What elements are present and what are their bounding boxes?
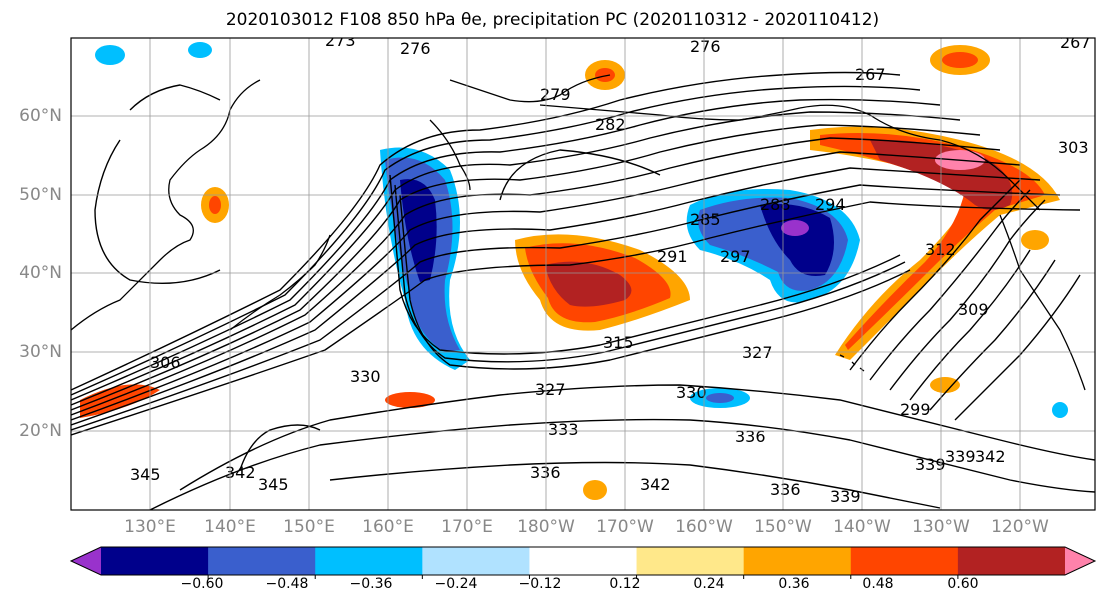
contour-label: 294 (815, 195, 846, 214)
graticule (71, 38, 1095, 510)
contour-label: 288 (760, 195, 791, 214)
colorbar-swatch (957, 547, 1066, 575)
contour-label: 285 (690, 210, 721, 229)
neg-blob2-peak (781, 220, 809, 236)
lon-label: 140°E (204, 517, 256, 537)
colorbar-extend-max (1065, 547, 1095, 575)
lon-label: 140°W (833, 517, 891, 537)
patch-10 (706, 393, 734, 403)
contour-label-group: 273 276 276 267 267 279 282 285 288 294 … (130, 31, 1091, 506)
japan (229, 234, 331, 331)
alaska-coast (799, 104, 1041, 211)
contour-label: 342 (975, 447, 1006, 466)
patch-14 (95, 45, 125, 65)
contour-label: 306 (150, 353, 181, 372)
contour-label: 291 (657, 247, 688, 266)
lon-label: 160°E (362, 517, 414, 537)
colorbar-tick-label: 0.60 (947, 576, 979, 592)
colorbar-swatch (529, 547, 638, 575)
bering-coast (449, 74, 611, 103)
colorbar-outline (69, 546, 1097, 576)
colorbar-swatch (850, 547, 959, 575)
contour-label: 282 (595, 115, 626, 134)
contour-label: 342 (640, 475, 671, 494)
lon-label: 170°E (441, 517, 493, 537)
lat-label: 60°N (19, 106, 62, 126)
contour-label: 267 (855, 65, 886, 84)
lat-label: 50°N (19, 185, 62, 205)
contour-label: 327 (535, 380, 566, 399)
contour-label: 309 (958, 300, 989, 319)
colorbar-swatch (208, 547, 316, 575)
colorbar-tick-label: −0.12 (518, 576, 562, 592)
lat-label: 30°N (19, 342, 62, 362)
colorbar-tick-label: −0.60 (180, 576, 224, 592)
colorbar-tick-label: 0.48 (862, 576, 894, 592)
lat-label: 20°N (19, 421, 62, 441)
contour-label: 336 (770, 480, 801, 499)
patch-8 (385, 392, 435, 408)
contour-label: 339 (945, 447, 976, 466)
patch-6 (209, 196, 221, 214)
lon-label: 160°W (675, 517, 733, 537)
contour-label: 297 (720, 247, 751, 266)
patch-16 (1052, 402, 1068, 418)
patch-2 (595, 68, 615, 82)
contour-label: 345 (258, 475, 289, 494)
contour-label: 273 (325, 31, 356, 50)
contour-label: 299 (900, 400, 931, 419)
colorbar (69, 546, 1097, 579)
patch-11 (583, 480, 607, 500)
colorbar-swatch (422, 547, 530, 575)
contour-label: 312 (925, 240, 956, 259)
colorbar-swatch (315, 547, 423, 575)
contour-label: 279 (540, 85, 571, 104)
lon-label: 130°E (124, 517, 176, 537)
colorbar-swatch (743, 547, 852, 575)
contour-label: 315 (603, 333, 634, 352)
contour-label: 327 (742, 343, 773, 362)
map-frame (70, 37, 1096, 511)
lat-label: 40°N (19, 263, 62, 283)
lon-label: 150°W (754, 517, 812, 537)
kamchatka (429, 119, 471, 191)
colorbar-tick-label: 0.12 (609, 576, 641, 592)
map-title: 2020103012 F108 850 hPa θe, precipitatio… (225, 10, 880, 30)
colorbar-tick-label: 0.24 (693, 576, 725, 592)
contour-label: 333 (548, 420, 579, 439)
colorbar-tick-label: −0.24 (434, 576, 478, 592)
colorbar-extend-min (71, 547, 101, 575)
colorbar-swatch (636, 547, 745, 575)
contour-label: 267 (1060, 33, 1091, 52)
lon-label: 120°W (991, 517, 1049, 537)
patch-15 (188, 42, 212, 58)
coastlines (71, 74, 1086, 391)
contour-label: 342 (225, 463, 256, 482)
contour-label: 336 (735, 427, 766, 446)
contour-label: 330 (676, 383, 707, 402)
contour-label: 345 (130, 465, 161, 484)
colorbar-tick-label: −0.48 (265, 576, 309, 592)
contour-label: 339 (830, 487, 861, 506)
patch-12 (1021, 230, 1049, 250)
contour-label: 336 (530, 463, 561, 482)
asia-coast (71, 79, 261, 331)
lon-label: 150°E (283, 517, 335, 537)
contour-label: 330 (350, 367, 381, 386)
colorbar-swatch (101, 547, 209, 575)
patch-13 (930, 377, 960, 393)
contour-label: 303 (1058, 138, 1089, 157)
contour-label: 276 (400, 39, 431, 58)
colorbar-tick-label: −0.36 (349, 576, 393, 592)
na-west-coast (999, 214, 1086, 391)
colorbar-tick-label: 0.36 (778, 576, 810, 592)
lon-label: 180°W (517, 517, 575, 537)
patch-4 (942, 52, 978, 68)
contour-label: 276 (690, 37, 721, 56)
contour-label: 339 (915, 455, 946, 474)
lon-label: 130°W (912, 517, 970, 537)
lon-label: 170°W (596, 517, 654, 537)
